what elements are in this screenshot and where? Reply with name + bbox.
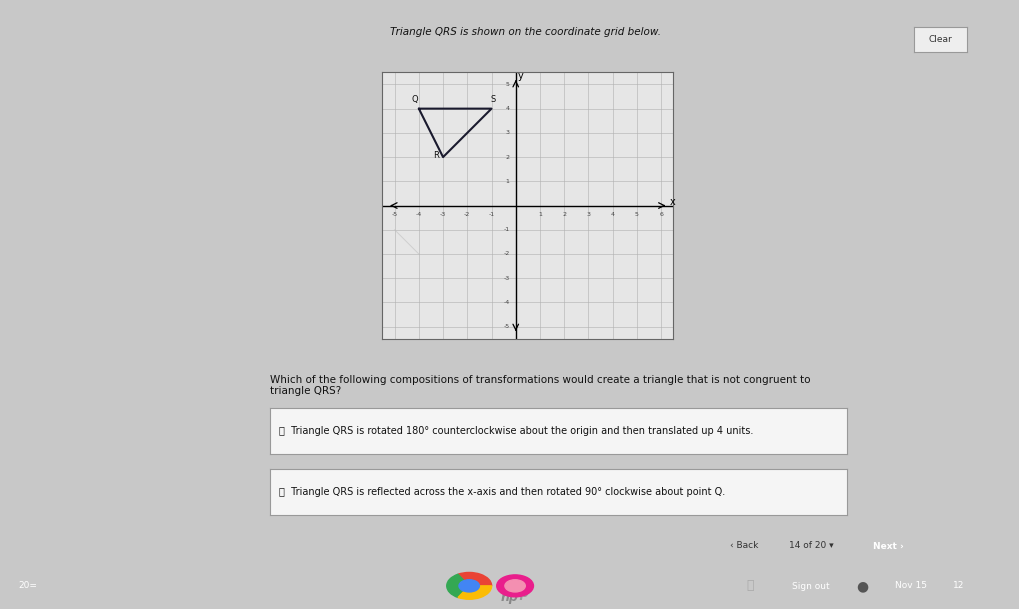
Text: Q: Q [412, 95, 418, 104]
Text: 1: 1 [537, 211, 541, 217]
Text: R: R [432, 152, 438, 160]
Text: Next ›: Next › [872, 543, 903, 551]
Text: Triangle QRS is shown on the coordinate grid below.: Triangle QRS is shown on the coordinate … [389, 27, 660, 37]
Text: 6: 6 [658, 211, 662, 217]
Text: 20=: 20= [18, 582, 38, 590]
Text: 14 of 20 ▾: 14 of 20 ▾ [788, 541, 833, 549]
Text: -4: -4 [416, 211, 422, 217]
Text: -4: -4 [503, 300, 510, 305]
Text: Ⓑ  Triangle QRS is reflected across the x-axis and then rotated 90° clockwise ab: Ⓑ Triangle QRS is reflected across the x… [278, 487, 725, 497]
Text: S: S [489, 95, 495, 104]
Text: 5: 5 [634, 211, 638, 217]
Text: -3: -3 [439, 211, 445, 217]
Text: Nov 15: Nov 15 [894, 582, 926, 590]
Text: 4: 4 [610, 211, 614, 217]
Text: 3: 3 [505, 130, 510, 135]
Text: ●: ● [855, 579, 867, 593]
Text: Which of the following compositions of transformations would create a triangle t: Which of the following compositions of t… [270, 375, 810, 396]
Text: hp: hp [500, 591, 519, 604]
Text: 12: 12 [952, 582, 964, 590]
Text: hp: hp [511, 587, 529, 600]
Text: 3: 3 [586, 211, 590, 217]
Text: 4: 4 [505, 106, 510, 111]
Text: -3: -3 [503, 276, 510, 281]
Text: 1: 1 [505, 179, 510, 184]
Text: -5: -5 [391, 211, 397, 217]
Text: y: y [517, 71, 523, 81]
Text: ‹ Back: ‹ Back [730, 541, 758, 549]
Text: x: x [668, 197, 675, 207]
Text: -2: -2 [503, 252, 510, 256]
Text: 5: 5 [505, 82, 510, 87]
Text: Ⓐ  Triangle QRS is rotated 180° counterclockwise about the origin and then trans: Ⓐ Triangle QRS is rotated 180° countercl… [278, 426, 753, 436]
Text: -2: -2 [464, 211, 470, 217]
Text: Clear: Clear [927, 35, 952, 44]
Text: ⬜: ⬜ [745, 579, 753, 593]
Text: Sign out: Sign out [791, 582, 828, 591]
Text: 2: 2 [505, 155, 510, 160]
Text: -1: -1 [488, 211, 494, 217]
Text: -5: -5 [503, 324, 510, 329]
Text: 2: 2 [561, 211, 566, 217]
Text: -1: -1 [503, 227, 510, 232]
